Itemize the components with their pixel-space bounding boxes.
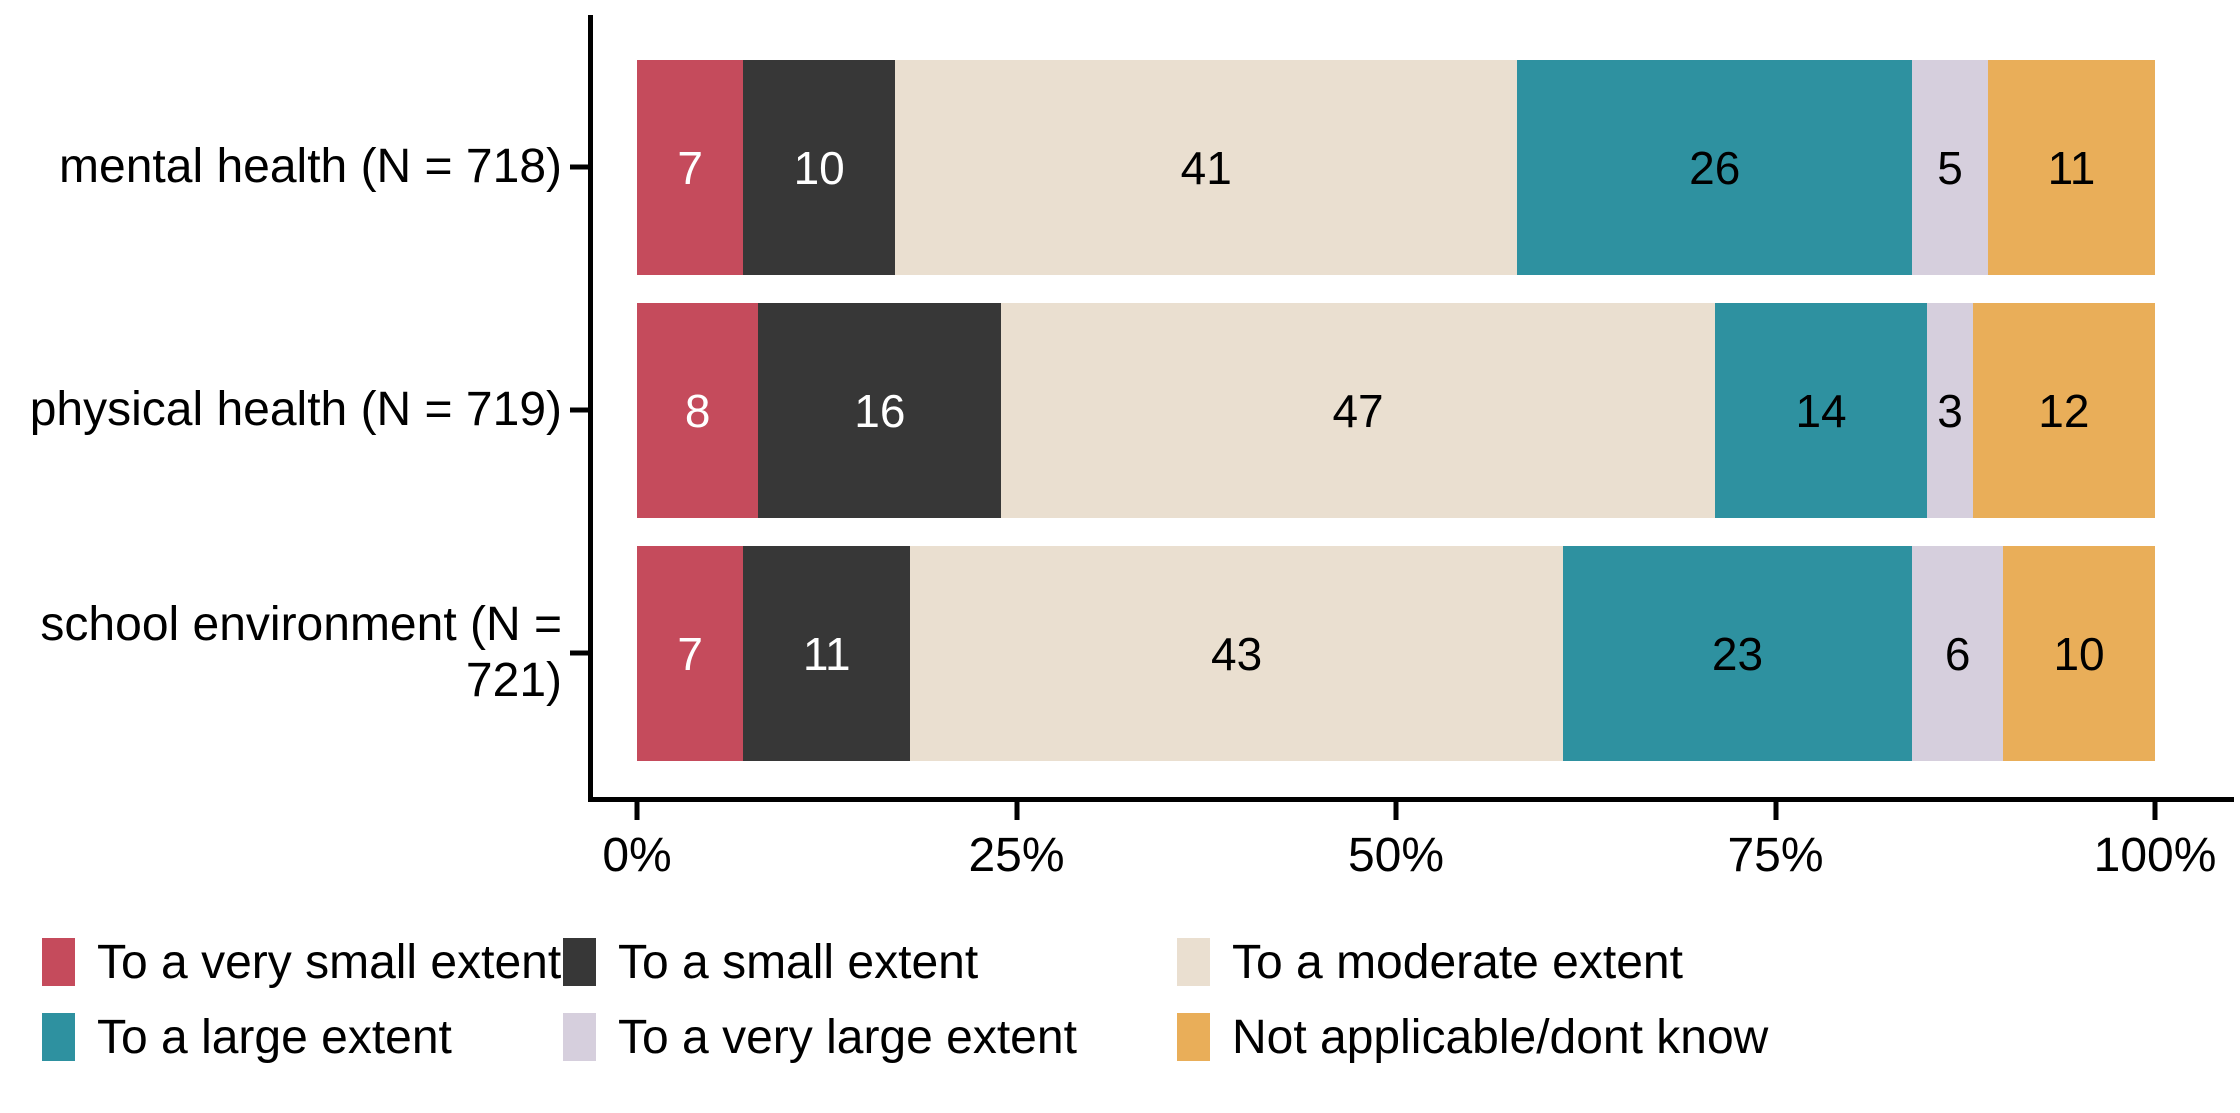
legend-label: To a very small extent — [97, 935, 562, 989]
y-axis-tick — [570, 650, 588, 656]
bar-segment-value: 6 — [1944, 627, 1971, 680]
bar-segment-value: 12 — [2038, 384, 2090, 437]
legend-color-key — [563, 1013, 596, 1061]
x-axis-tick-label: 100% — [2093, 829, 2217, 882]
x-axis-tick-label: 0% — [602, 829, 672, 882]
x-axis-tick-label: 50% — [1347, 829, 1445, 882]
bar-segment-value: 5 — [1937, 141, 1963, 194]
bar-segment-value: 23 — [1711, 627, 1764, 680]
legend-label: To a large extent — [97, 1010, 452, 1064]
bar-segment-value: 43 — [1211, 627, 1263, 680]
legend: To a very small extent To a small extent T… — [42, 936, 1768, 1064]
bar-segment: 23 — [1562, 546, 1913, 761]
bar-segment: 10 — [2003, 546, 2155, 761]
stacked-bar: 7 11 43 23 6 10 — [637, 546, 2155, 761]
bar-segment-value: 11 — [802, 627, 851, 680]
bar-row: 8 16 47 14 3 12 — [637, 289, 2155, 532]
y-axis-line — [588, 15, 593, 802]
x-axis-tick — [1393, 802, 1399, 820]
x-axis-tick — [634, 802, 640, 820]
bar-segment: 12 — [1972, 303, 2155, 518]
bar-segment: 10 — [743, 60, 896, 275]
bar-segment: 8 — [637, 303, 759, 518]
legend-item: To a moderate extent — [1177, 936, 1768, 989]
x-axis-tick — [1014, 802, 1019, 820]
bar-segment-value: 16 — [854, 384, 906, 437]
bar-segment-value: 11 — [2047, 141, 2096, 194]
legend-item: Not applicable/dont know — [1177, 1011, 1768, 1064]
x-axis-tick — [1773, 802, 1778, 820]
legend-label: To a moderate extent — [1232, 935, 1683, 989]
legend-label: Not applicable/dont know — [1232, 1010, 1769, 1064]
bar-segment: 6 — [1912, 546, 2004, 761]
legend-label: To a very large extent — [618, 1010, 1077, 1064]
bar-segment-value: 7 — [677, 627, 703, 680]
category-label: mental health (N = 718) — [59, 140, 562, 193]
category-label: physical health (N = 719) — [29, 383, 562, 436]
bar-segment: 3 — [1927, 303, 1973, 518]
bar-row: 7 11 43 23 6 10 — [637, 532, 2155, 775]
legend-item: To a very small extent — [42, 936, 563, 989]
bar-segment: 16 — [758, 303, 1002, 518]
x-axis-line — [588, 797, 2234, 802]
bar-segment-value: 14 — [1795, 384, 1847, 437]
bar-segment-value: 47 — [1332, 384, 1384, 437]
legend-color-key — [563, 938, 596, 986]
stacked-bar: 7 10 41 26 5 11 — [637, 60, 2155, 275]
legend-item: To a very large extent — [563, 1011, 1177, 1064]
bar-segment: 43 — [910, 546, 1563, 761]
legend-color-key — [1177, 938, 1210, 986]
bar-segment: 26 — [1517, 60, 1913, 275]
y-axis-tick — [570, 164, 588, 170]
bar-segment-value: 8 — [684, 384, 711, 437]
bar-segment-value: 10 — [2053, 627, 2105, 680]
stacked-bar: 8 16 47 14 3 12 — [637, 303, 2155, 518]
y-axis-tick — [570, 407, 588, 413]
x-axis-tick-label: 75% — [1727, 829, 1824, 882]
legend-color-key — [42, 1013, 75, 1061]
plot-area: 7 10 41 26 5 11 8 16 47 14 3 12 7 11 43 23 6 10 — [637, 46, 2155, 775]
bar-segment: 5 — [1912, 60, 1988, 275]
legend-item: To a large extent — [42, 1011, 563, 1064]
bar-segment: 11 — [1987, 60, 2155, 275]
bar-segment-value: 10 — [793, 141, 845, 194]
bar-segment: 41 — [895, 60, 1518, 275]
category-label: school environment (N = 721) — [40, 598, 562, 707]
bar-segment: 7 — [637, 60, 744, 275]
bar-segment-value: 7 — [677, 141, 703, 194]
legend-color-key — [42, 938, 75, 986]
x-axis-tick — [2152, 802, 2158, 820]
bar-segment: 47 — [1001, 303, 1715, 518]
bar-segment-value: 26 — [1689, 141, 1741, 194]
bar-segment-value: 41 — [1180, 141, 1232, 194]
bar-segment-value: 3 — [1937, 384, 1963, 437]
bar-segment: 11 — [743, 546, 911, 761]
legend-item: To a small extent — [563, 936, 1177, 989]
bar-segment: 14 — [1714, 303, 1928, 518]
bar-segment: 7 — [637, 546, 744, 761]
legend-color-key — [1177, 1013, 1210, 1061]
bar-row: 7 10 41 26 5 11 — [637, 46, 2155, 289]
legend-label: To a small extent — [618, 935, 979, 989]
x-axis-tick-label: 25% — [968, 829, 1065, 882]
